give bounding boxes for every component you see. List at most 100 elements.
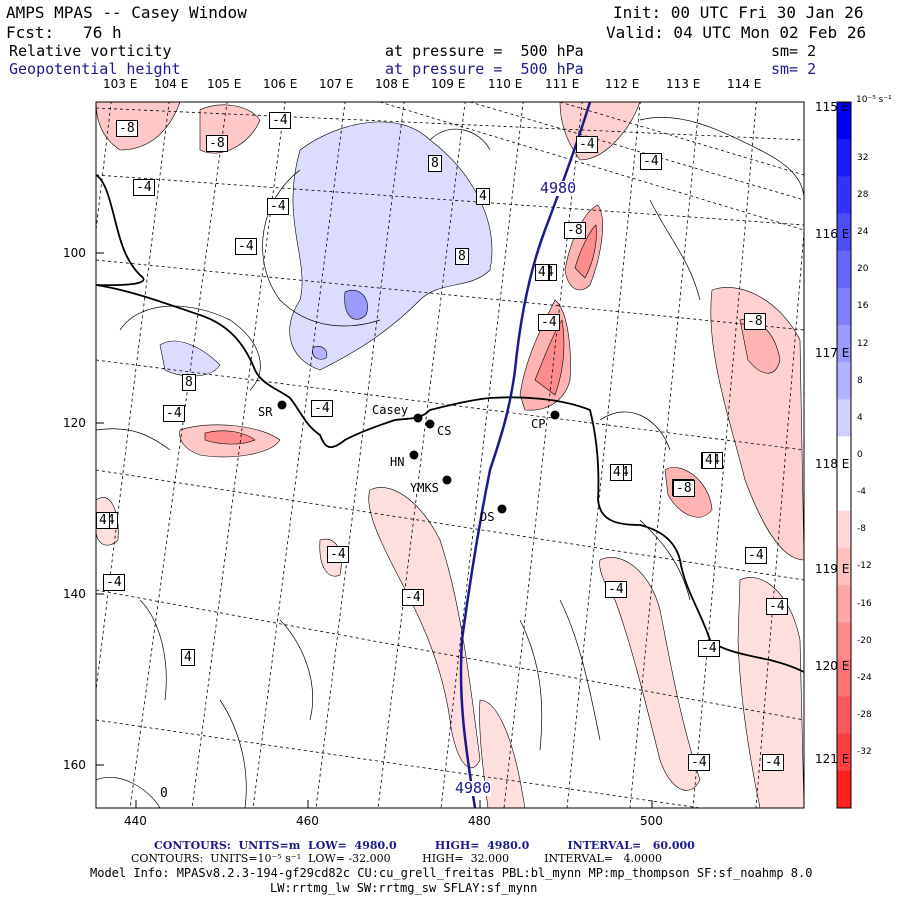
station-label-ymks: YMKS — [410, 481, 439, 495]
lon-label: 112 E — [605, 77, 640, 91]
vorticity-contour-label: -4 — [698, 640, 720, 657]
x-tick-label: 500 — [640, 814, 663, 828]
station-label-ds: DS — [480, 510, 495, 524]
colorbar-swatch — [837, 622, 851, 660]
lon-label-right: 121 E — [815, 752, 850, 766]
vorticity-contour-label: 4 — [96, 512, 110, 529]
vorticity-contour-label: -4 — [133, 179, 155, 196]
vorticity-contour-label: -8 — [564, 222, 586, 239]
lon-label: 103 E — [103, 77, 138, 91]
vorticity-contour-label: -4 — [605, 581, 627, 598]
colorbar-label: 12 — [857, 338, 869, 349]
field-vorticity-smoothing: sm= 2 — [771, 42, 817, 60]
station-label-hn: HN — [390, 455, 405, 469]
vorticity-contour-label: 0 — [160, 786, 168, 801]
station-label-sr: SR — [258, 405, 273, 419]
colorbar-label: 16 — [857, 301, 869, 312]
vorticity-contour-label: -4 — [235, 238, 257, 255]
y-tick-label: 160 — [63, 758, 86, 772]
colorbar-label: 8 — [857, 375, 863, 386]
vorticity-contour-label: 4 — [476, 188, 490, 205]
plot-frame — [95, 101, 805, 809]
colorbar-swatch — [837, 770, 851, 809]
forecast-hour: Fcst: 76 h — [6, 23, 122, 42]
vorticity-contour-label: -4 — [688, 754, 710, 771]
lon-label-right: 116 E — [815, 227, 850, 241]
field-height-label: Geopotential height — [9, 60, 181, 78]
station-dot-ds — [497, 504, 507, 514]
station-dot-casey — [413, 413, 423, 423]
field-vorticity-label: Relative vorticity — [9, 42, 172, 60]
footer-height-contours: CONTOURS: UNITS=m LOW= 4980.0 HIGH= 4980… — [154, 839, 695, 852]
colorbar-label: -28 — [857, 710, 872, 721]
colorbar-label: -8 — [857, 524, 866, 535]
colorbar-label: -32 — [857, 747, 872, 758]
colorbar-swatch — [837, 473, 851, 512]
vorticity-contour-label: 4 — [610, 464, 624, 481]
height-label: 4980 — [540, 179, 577, 197]
station-label-cs: CS — [437, 424, 452, 438]
colorbar-swatch — [837, 585, 851, 623]
y-tick-label: 100 — [63, 246, 86, 260]
colorbar-label: 24 — [857, 227, 869, 238]
y-tick-label: 140 — [63, 587, 86, 601]
colorbar-swatch — [837, 250, 851, 289]
vorticity-contour-label: -8 — [116, 120, 138, 137]
vorticity-contour-label: -4 — [267, 198, 289, 215]
vorticity-contour-label: -4 — [640, 153, 662, 170]
vorticity-contour-label: -4 — [745, 547, 767, 564]
station-label-casey: Casey — [372, 403, 409, 417]
vorticity-contour-label: 4 — [535, 264, 549, 281]
vorticity-shading — [96, 102, 804, 808]
vorticity-contour-label: -8 — [744, 313, 766, 330]
colorbar-swatch — [837, 324, 851, 363]
colorbar-unit: 10⁻⁵ s⁻¹ — [856, 95, 892, 105]
station-dot-hn — [409, 450, 419, 460]
lon-label-right: 117 E — [815, 346, 850, 360]
vorticity-contour-label: -4 — [762, 754, 784, 771]
colorbar-label: -4 — [857, 487, 866, 498]
footer-physics-info: LW:rrtmg_lw SW:rrtmg_sw SFLAY:sf_mynn — [270, 881, 538, 895]
lon-label: 104 E — [154, 77, 189, 91]
lon-label-right: 119 E — [815, 562, 850, 576]
station-dot-sr — [277, 400, 287, 410]
colorbar-label: -20 — [857, 635, 872, 646]
lon-label: 107 E — [319, 77, 354, 91]
colorbar-label: 20 — [857, 264, 869, 275]
lon-label: 113 E — [666, 77, 701, 91]
colorbar — [836, 101, 852, 809]
vorticity-contour-label: -4 — [269, 112, 291, 129]
vorticity-contour-label: -4 — [327, 546, 349, 563]
colorbar-label: -16 — [857, 598, 872, 609]
lon-label: 111 E — [545, 77, 580, 91]
vorticity-contour-label: -8 — [673, 480, 695, 497]
vorticity-contour-label: -8 — [206, 135, 228, 152]
colorbar-swatch — [837, 659, 851, 698]
vorticity-contour-label: -4 — [103, 574, 125, 591]
colorbar-label: -12 — [857, 561, 872, 572]
x-axis — [135, 800, 653, 808]
height-label: 4980 — [455, 779, 492, 797]
lon-label-right: 118 E — [815, 457, 850, 471]
vorticity-contour-label: -4 — [402, 589, 424, 606]
footer-vorticity-contours: CONTOURS: UNITS=10⁻⁵ s⁻¹ LOW= -32.000 HI… — [131, 852, 662, 865]
vorticity-contour-label: -4 — [538, 314, 560, 331]
colorbar-swatch — [837, 399, 851, 437]
colorbar-label: 32 — [857, 152, 869, 163]
lon-label: 106 E — [263, 77, 298, 91]
station-dot-ymks — [442, 475, 452, 485]
valid-time: Valid: 04 UTC Mon 02 Feb 26 — [606, 23, 867, 42]
lon-label-right: 120 E — [815, 659, 850, 673]
station-dot-cp — [550, 410, 560, 420]
vorticity-contour-label: -4 — [163, 405, 185, 422]
x-tick-label: 480 — [468, 814, 491, 828]
colorbar-swatch — [837, 436, 851, 475]
app-title: AMPS MPAS -- Casey Window — [6, 3, 247, 22]
colorbar-swatch — [837, 510, 851, 549]
vorticity-contour-label: -4 — [311, 400, 333, 417]
lon-label-right: 115 E — [815, 100, 850, 114]
colorbar-swatch — [837, 696, 851, 735]
y-tick-label: 120 — [63, 416, 86, 430]
colorbar-label: 4 — [857, 412, 863, 423]
